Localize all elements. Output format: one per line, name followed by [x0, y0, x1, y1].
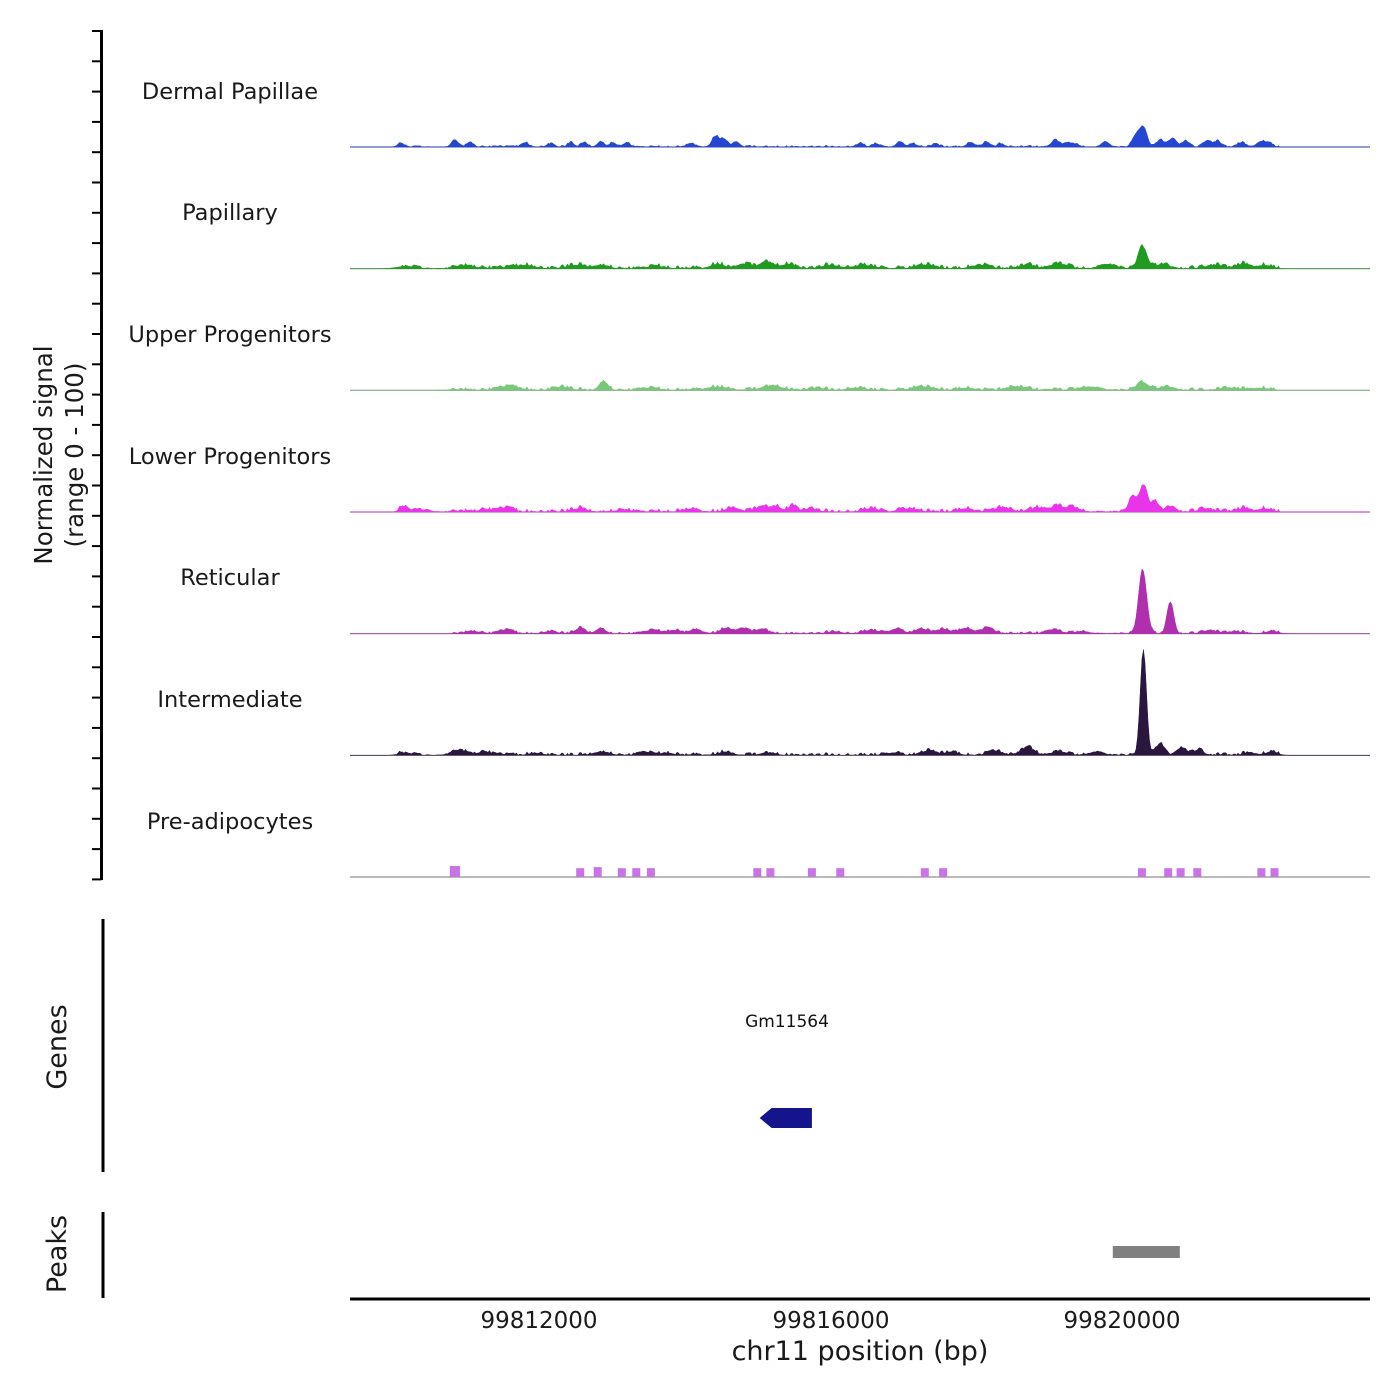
gene-name-label: Gm11564	[745, 1012, 829, 1032]
peaks-section-label: Peaks	[42, 1214, 73, 1294]
track-label-reticular: Reticular	[180, 565, 280, 591]
track-label-papillary: Papillary	[182, 200, 278, 226]
x-tick-99816000: 99816000	[772, 1308, 890, 1334]
peak-region-bar	[1112, 1246, 1180, 1258]
x-tick-99820000: 99820000	[1063, 1308, 1181, 1334]
track-label-pre-adipocytes: Pre-adipocytes	[146, 809, 314, 835]
track-label-dermal-papillae: Dermal Papillae	[141, 79, 319, 105]
track-label-intermediate: Intermediate	[157, 687, 303, 713]
y-axis-title: Normalized signal (range 0 - 100)	[28, 285, 92, 625]
gene-body	[759, 1108, 812, 1128]
genes-section-label: Genes	[42, 1004, 73, 1090]
y-axis-title-line2: (range 0 - 100)	[60, 362, 89, 548]
y-axis-title-line1: Normalized signal	[29, 345, 58, 565]
x-tick-99812000: 99812000	[480, 1308, 598, 1334]
x-axis-title: chr11 position (bp)	[731, 1336, 989, 1367]
track-label-upper-progenitors: Upper Progenitors	[128, 322, 332, 348]
track-label-lower-progenitors: Lower Progenitors	[128, 444, 332, 470]
